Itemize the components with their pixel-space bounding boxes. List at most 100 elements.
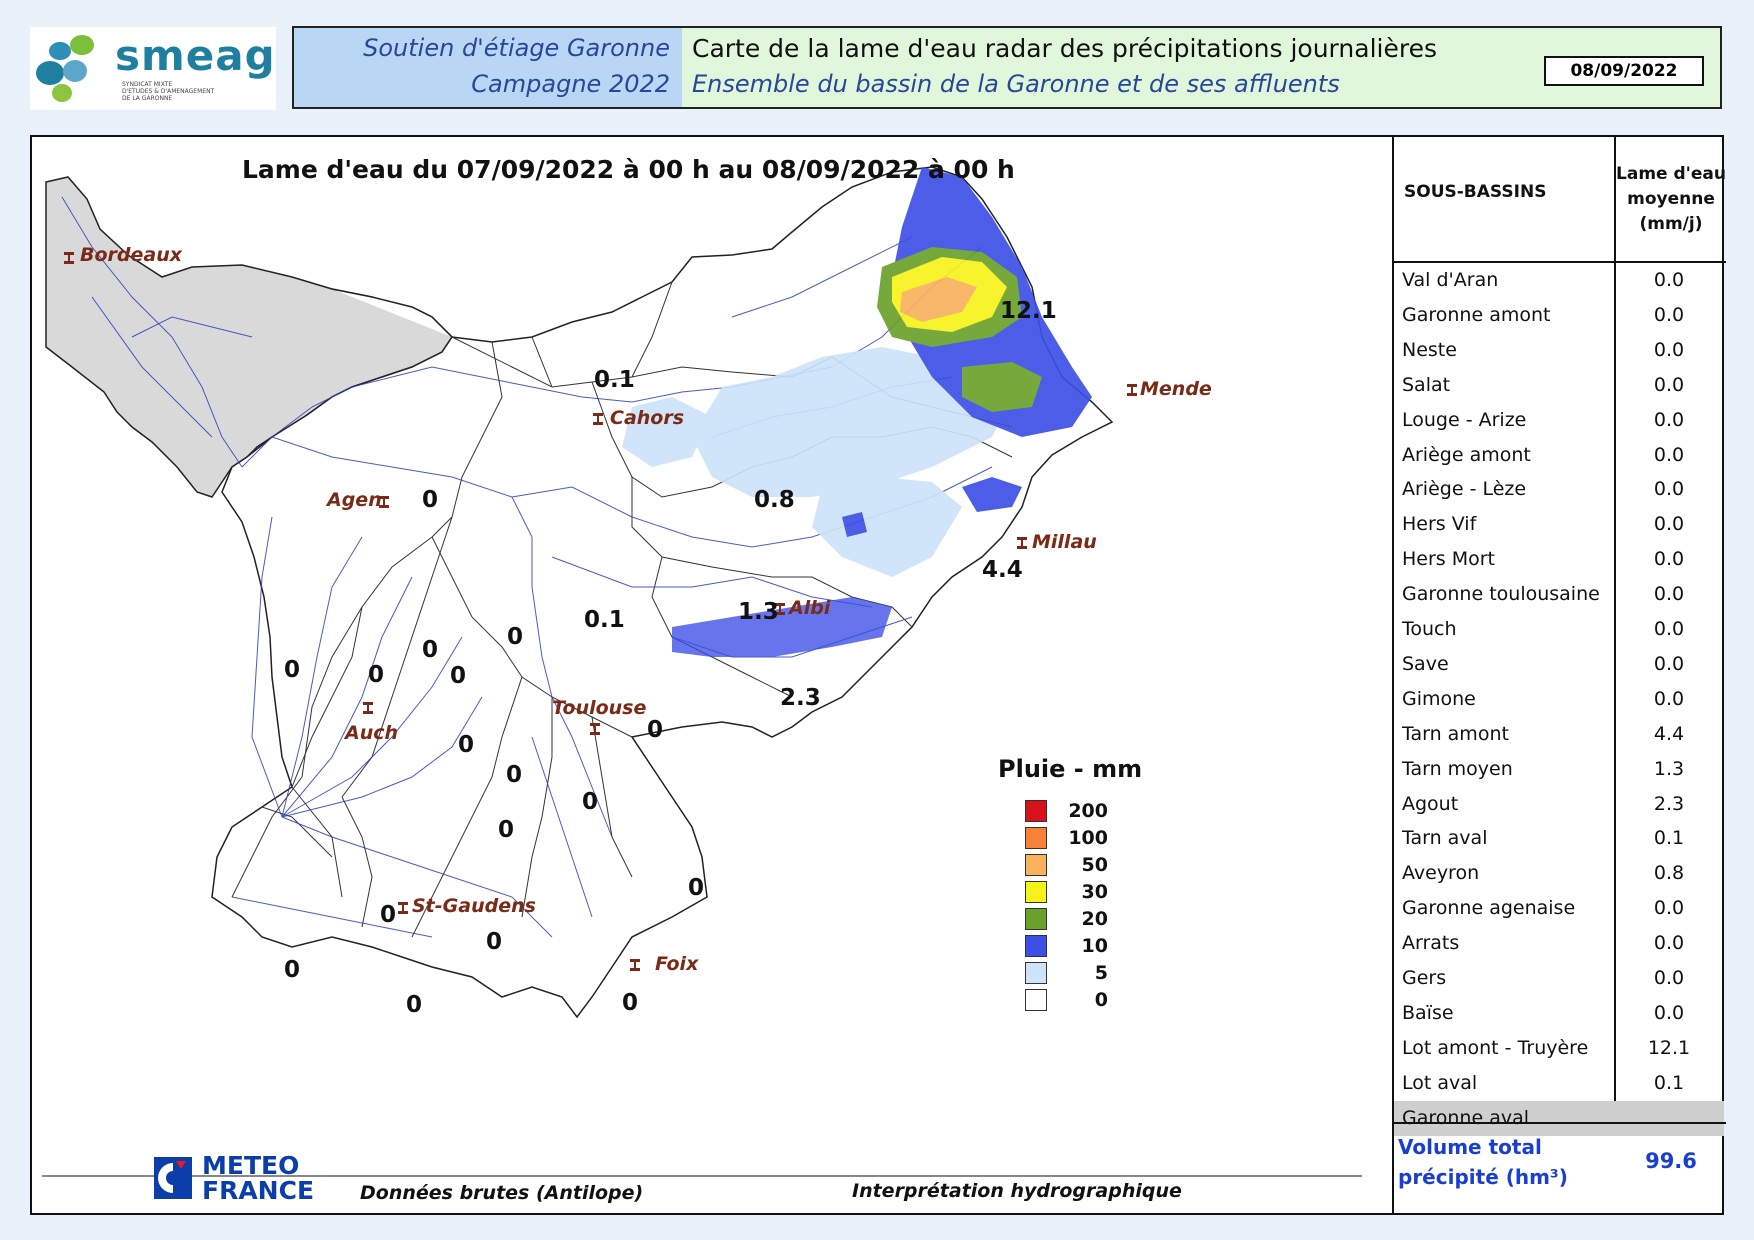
table-column-divider [1614,137,1616,1122]
legend-swatch [1025,962,1047,984]
table-row: Lot aval 0.1 [1394,1066,1724,1101]
city-label: Albi [789,597,831,619]
legend-label: 0 [1094,989,1108,1011]
sub-basin-value: 0.0 [1653,687,1685,710]
basin-value: 0.8 [754,487,795,513]
table-row: Garonne amont 0.0 [1394,298,1724,333]
city-pin-icon [590,723,600,735]
sub-basin-value: 0.0 [1653,373,1685,396]
sub-basin-name: Garonne aval [1402,1106,1530,1129]
table-row: Lot amont - Truyère 12.1 [1394,1031,1724,1066]
header-subtitle: Ensemble du bassin de la Garonne et de s… [692,70,1340,98]
sub-basin-value: 0.0 [1653,338,1685,361]
basin-map [42,166,1362,1177]
legend-swatch [1025,827,1047,849]
sub-basin-value: 0.0 [1653,583,1685,606]
city-pin-icon [775,603,785,615]
basin-value: 1.3 [738,599,779,625]
header-title: Carte de la lame d'eau radar des précipi… [692,34,1437,63]
total-label: Volume total précipité (hm³) [1398,1135,1568,1189]
total-value: 99.6 [1645,1149,1697,1173]
sub-basin-value: 0.1 [1653,827,1685,850]
legend-label: 10 [1081,935,1108,957]
table-row: Garonne toulousaine 0.0 [1394,577,1724,612]
radar-precipitation [622,167,1092,657]
table-row: Tarn aval 0.1 [1394,821,1724,856]
header-campaign: Campagne 2022 [471,70,670,98]
sub-basin-name: Garonne agenaise [1402,897,1576,920]
basin-value: 0 [622,990,639,1016]
sub-basin-name: Ariège amont [1402,443,1531,466]
sub-basin-name: Tarn aval [1402,827,1488,850]
sub-basin-name: Neste [1402,338,1457,361]
table-row: Gimone 0.0 [1394,682,1724,717]
city-pin-icon [1017,537,1027,549]
sub-basin-name: Aveyron [1402,862,1480,885]
sub-basin-value: 0.0 [1653,478,1685,501]
sub-basin-value: 4.4 [1653,722,1685,745]
legend-label: 30 [1081,881,1108,903]
basin-value: 0 [647,717,664,743]
basin-value: 0 [380,902,397,928]
sub-basin-value: 0.1 [1653,1071,1685,1094]
basin-value: 0 [498,817,515,843]
table-row: Val d'Aran 0.0 [1394,263,1724,298]
city-label: Foix [655,953,699,975]
city-label: Toulouse [552,697,647,719]
basin-value: 0 [458,732,475,758]
sub-basin-value: 0.0 [1653,303,1685,326]
city-pin-icon [398,902,408,914]
header-program: Soutien d'étiage Garonne [363,34,670,62]
table-row: Neste 0.0 [1394,333,1724,368]
sub-basin-value: 2.3 [1653,792,1685,815]
table-row: Hers Mort 0.0 [1394,542,1724,577]
logo-name: smeag [115,31,276,80]
legend-swatch [1025,908,1047,930]
interpretation-note: Interprétation hydrographique [852,1180,1182,1202]
basin-value: 0 [450,663,467,689]
table-row: Tarn amont 4.4 [1394,717,1724,752]
table-row: Salat 0.0 [1394,368,1724,403]
table-total-rule [1394,1122,1726,1124]
sub-basins-table: SOUS-BASSINS Lame d'eau moyenne (mm/j) V… [1392,137,1726,1213]
sub-basin-name: Hers Vif [1402,513,1477,536]
table-row: Touch 0.0 [1394,612,1724,647]
sub-basin-value: 0.0 [1653,897,1685,920]
sub-basin-value: 0.0 [1653,618,1685,640]
sub-basin-name: Garonne toulousaine [1402,583,1600,606]
table-row: Hers Vif 0.0 [1394,507,1724,542]
map-title: Lame d'eau du 07/09/2022 à 00 h au 08/09… [242,155,1015,184]
city-pin-icon [379,496,389,508]
header-date: 08/09/2022 [1544,56,1704,86]
sub-basin-value: 12.1 [1647,1036,1691,1059]
sub-basin-name: Gimone [1402,687,1476,710]
city-label: Mende [1140,378,1212,400]
legend-label: 20 [1081,908,1108,930]
basin-value: 0 [368,662,385,688]
city-label: Agen [327,489,382,511]
sub-basin-name: Gers [1402,967,1447,989]
sub-basin-name: Tarn amont [1402,722,1509,745]
sub-basin-value: 0.0 [1653,967,1685,989]
sub-basin-value: 0.0 [1653,652,1685,675]
basin-value: 0 [688,875,705,901]
table-row: Arrats 0.0 [1394,926,1724,961]
legend-swatch [1025,854,1047,876]
sub-basin-name: Touch [1402,618,1457,640]
table-row: Save 0.0 [1394,647,1724,682]
city-label: St-Gaudens [412,895,536,917]
sub-basin-name: Louge - Arize [1402,408,1527,431]
legend-title: Pluie - mm [998,755,1143,783]
sub-basin-value: 0.0 [1653,548,1685,571]
basin-value: 0 [284,657,301,683]
sub-basin-name: Val d'Aran [1402,269,1499,291]
sub-basin-name: Salat [1402,373,1451,396]
legend-swatch [1025,935,1047,957]
smeag-logo: smeag SYNDICAT MIXTE D'ETUDES & D'AMENAGE… [30,27,276,110]
sub-basin-name: Baïse [1402,1001,1454,1024]
city-pin-icon [593,413,603,425]
basin-value: 0 [422,487,439,513]
basin-value: 0 [284,957,301,983]
basin-value: 0.1 [584,607,625,633]
legend-label: 100 [1068,827,1108,849]
